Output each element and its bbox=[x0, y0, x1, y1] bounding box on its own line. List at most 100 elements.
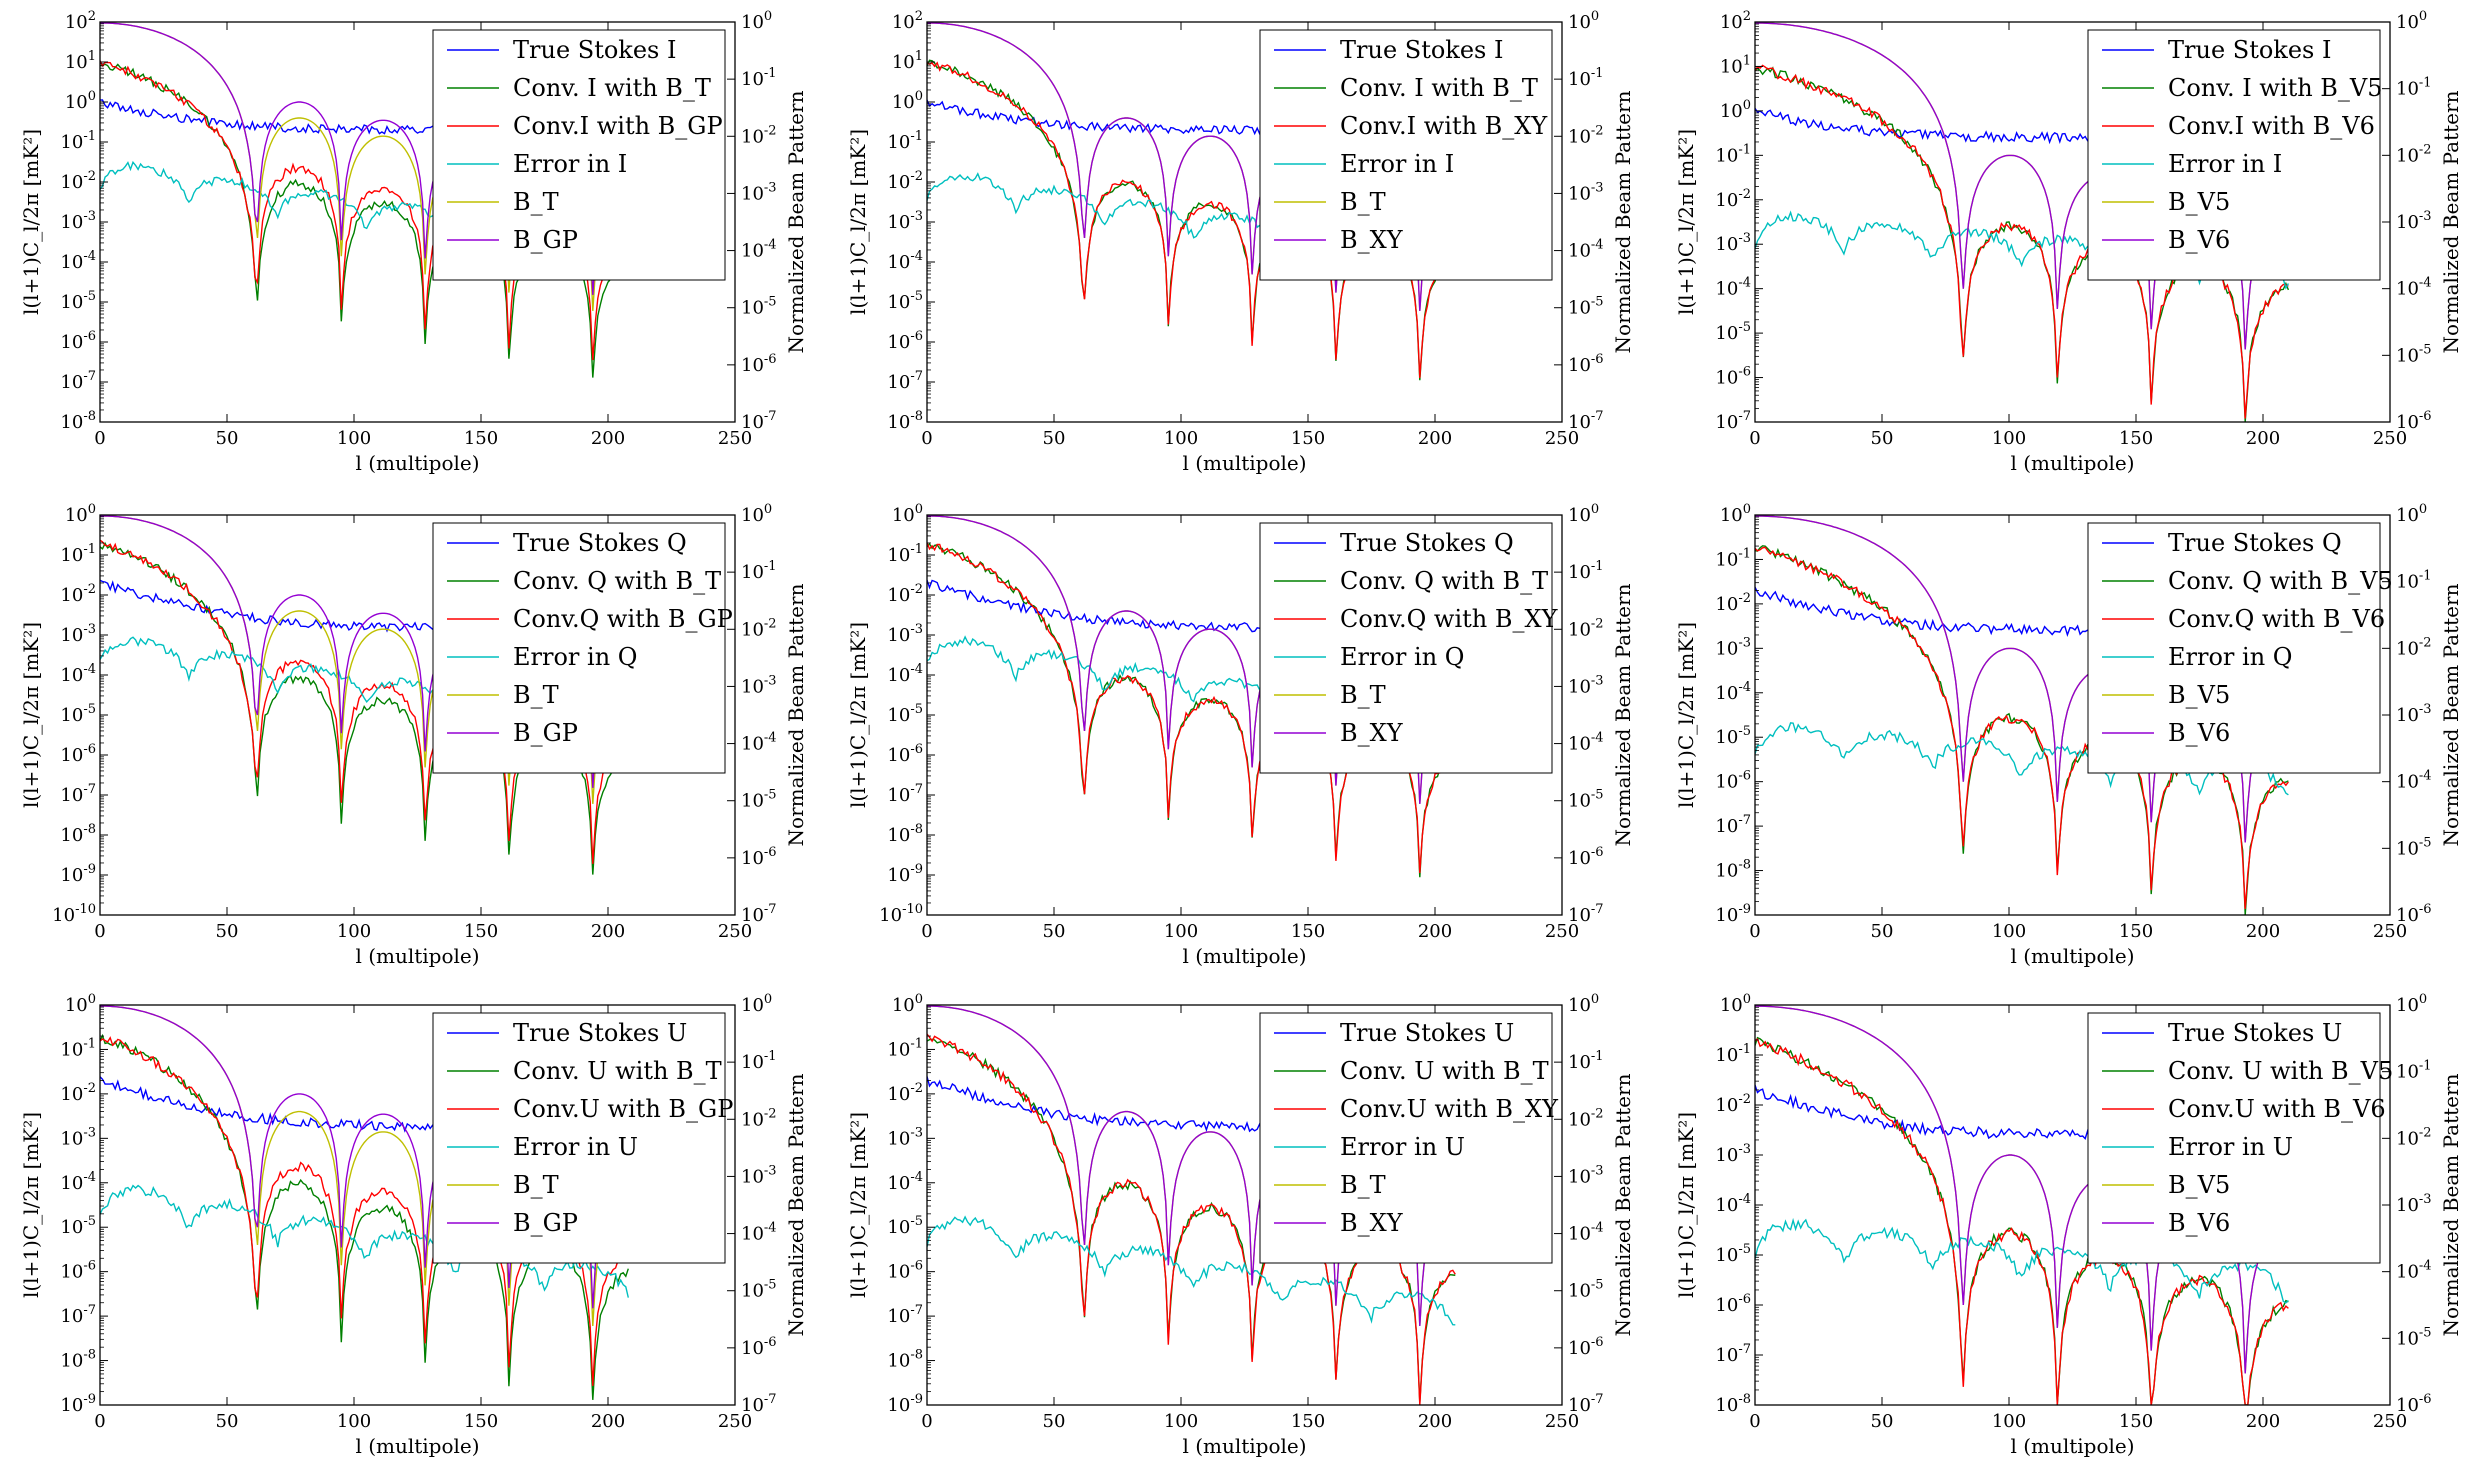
y-tick-label: 10-7 bbox=[60, 1303, 96, 1327]
x-tick-label: 150 bbox=[2119, 1411, 2153, 1432]
chart-panel-p20: 0 50 100 150 200 250 10-9 10-8 10-7 10-6 10-5 10-4 1… bbox=[19, 992, 808, 1458]
x-tick-label: 200 bbox=[591, 1411, 625, 1432]
x-tick-label: 150 bbox=[1291, 428, 1325, 449]
x-tick-label: 50 bbox=[1871, 1411, 1894, 1432]
x-tick-label: 250 bbox=[2373, 428, 2407, 449]
error-line bbox=[927, 1215, 1456, 1326]
y-tick-label: 10-8 bbox=[60, 1348, 96, 1372]
y-tick-label: 100 bbox=[65, 502, 96, 526]
legend: True Stokes U Conv. U with B_V5 Conv.U wit… bbox=[2087, 1012, 2393, 1264]
x-axis-label: l (multipole) bbox=[1182, 944, 1306, 968]
y-axis-label: l(l+1)C_l/2π [mK²] bbox=[19, 1112, 43, 1298]
y2-tick-label: 10-2 bbox=[2396, 635, 2432, 659]
legend-entry: Conv.I with B_XY bbox=[1340, 112, 1548, 140]
y2-tick-label: 10-4 bbox=[2396, 769, 2432, 793]
legend-entry: B_GP bbox=[513, 1209, 578, 1237]
y-tick-label: 10-2 bbox=[1715, 187, 1751, 211]
legend-entry: B_GP bbox=[513, 226, 578, 254]
y-tick-label: 10-8 bbox=[1715, 858, 1751, 882]
y2-tick-label: 10-4 bbox=[1568, 1221, 1604, 1245]
y2-tick-label: 10-1 bbox=[1568, 559, 1604, 583]
y2-tick-label: 10-6 bbox=[2396, 1392, 2432, 1416]
y2-tick-label: 10-3 bbox=[2396, 1192, 2432, 1216]
y2-tick-label: 10-1 bbox=[1568, 1049, 1604, 1073]
x-tick-label: 250 bbox=[1545, 1411, 1579, 1432]
legend-entry: B_T bbox=[513, 188, 559, 216]
plot-frame bbox=[926, 1004, 1563, 1406]
legend-entry: Conv. I with B_V5 bbox=[2168, 74, 2383, 102]
x-axis-label: l (multipole) bbox=[1182, 1434, 1306, 1458]
x-tick-label: 50 bbox=[1043, 1411, 1066, 1432]
legend: True Stokes I Conv. I with B_V5 Conv.I wit… bbox=[2087, 29, 2383, 281]
y-tick-label: 10-5 bbox=[887, 1214, 923, 1238]
y2-tick-label: 100 bbox=[1568, 9, 1599, 33]
legend-entry: B_T bbox=[513, 1171, 559, 1199]
legend-entry: Conv. Q with B_V5 bbox=[2168, 567, 2393, 595]
y-tick-label: 10-4 bbox=[887, 249, 923, 273]
y-axis-label: l(l+1)C_l/2π [mK²] bbox=[846, 622, 870, 808]
y-tick-label: 10-9 bbox=[887, 862, 923, 886]
x-tick-label: 150 bbox=[464, 428, 498, 449]
y2-tick-label: 10-5 bbox=[741, 788, 777, 812]
y2-tick-label: 10-3 bbox=[741, 1163, 777, 1187]
y2-tick-label: 100 bbox=[741, 992, 772, 1016]
y-tick-label: 102 bbox=[1720, 9, 1751, 33]
y-tick-label: 10-2 bbox=[60, 169, 96, 193]
y2-tick-label: 10-1 bbox=[2396, 1059, 2432, 1083]
legend-entry: True Stokes I bbox=[1340, 36, 1503, 64]
y-axis-label: l(l+1)C_l/2π [mK²] bbox=[1674, 129, 1698, 315]
x-tick-label: 250 bbox=[2373, 1411, 2407, 1432]
y2-tick-label: 100 bbox=[1568, 992, 1599, 1016]
y-tick-label: 100 bbox=[892, 502, 923, 526]
y-tick-label: 101 bbox=[1720, 53, 1751, 77]
x-tick-label: 50 bbox=[1871, 921, 1894, 942]
legend-entry: True Stokes U bbox=[2168, 1019, 2342, 1047]
x-axis-label: l (multipole) bbox=[1182, 451, 1306, 475]
y-tick-label: 10-5 bbox=[60, 702, 96, 726]
y2-axis-label: Normalized Beam Pattern bbox=[784, 583, 808, 846]
y2-axis-label: Normalized Beam Pattern bbox=[2439, 583, 2463, 846]
legend-entry: Conv.Q with B_XY bbox=[1340, 605, 1559, 633]
legend-entry: B_T bbox=[513, 681, 559, 709]
y2-axis-label: Normalized Beam Pattern bbox=[784, 1073, 808, 1336]
y-tick-label: 10-1 bbox=[60, 1036, 96, 1060]
legend-entry: B_XY bbox=[1340, 1209, 1404, 1237]
x-tick-label: 100 bbox=[337, 1411, 371, 1432]
legend-entry: True Stokes Q bbox=[1340, 529, 1514, 557]
chart-panel-p00: 0 50 100 150 200 250 10-8 10-7 10-6 10-5 10-4 10-3 1… bbox=[19, 9, 808, 475]
y-tick-label: 10-2 bbox=[887, 582, 923, 606]
y2-tick-label: 10-4 bbox=[741, 1221, 777, 1245]
x-tick-label: 100 bbox=[1164, 428, 1198, 449]
y-tick-label: 10-6 bbox=[1715, 365, 1751, 389]
legend-entry: Conv.Q with B_GP bbox=[513, 605, 733, 633]
y-tick-label: 10-7 bbox=[887, 1303, 923, 1327]
y2-tick-label: 10-3 bbox=[741, 180, 777, 204]
y-tick-label: 100 bbox=[65, 992, 96, 1016]
legend-entry: Conv.U with B_V6 bbox=[2168, 1095, 2386, 1123]
x-tick-label: 100 bbox=[1164, 1411, 1198, 1432]
y-tick-label: 10-1 bbox=[887, 1036, 923, 1060]
y-tick-label: 10-6 bbox=[60, 329, 96, 353]
x-tick-label: 100 bbox=[337, 428, 371, 449]
y2-tick-label: 10-5 bbox=[2396, 1325, 2432, 1349]
y2-tick-label: 10-3 bbox=[2396, 702, 2432, 726]
y2-axis-label: Normalized Beam Pattern bbox=[784, 90, 808, 353]
y2-tick-label: 10-4 bbox=[2396, 1259, 2432, 1283]
y-tick-label: 10-6 bbox=[1715, 769, 1751, 793]
legend-entry: True Stokes Q bbox=[513, 529, 687, 557]
y-tick-label: 10-4 bbox=[887, 662, 923, 686]
y-tick-label: 10-3 bbox=[1715, 1142, 1751, 1166]
legend-entry: Conv. U with B_T bbox=[1340, 1057, 1549, 1085]
chart-panel-p10: 0 50 100 150 200 250 10-10 10-9 10-8 10-7 10-6 10-5… bbox=[19, 502, 808, 968]
legend-entry: B_T bbox=[1340, 681, 1386, 709]
y2-tick-label: 10-2 bbox=[2396, 1125, 2432, 1149]
y-axis-label: l(l+1)C_l/2π [mK²] bbox=[846, 129, 870, 315]
y2-axis-label: Normalized Beam Pattern bbox=[1611, 1073, 1635, 1336]
y-tick-label: 10-7 bbox=[60, 782, 96, 806]
y-tick-label: 10-8 bbox=[60, 822, 96, 846]
y2-tick-label: 10-7 bbox=[741, 1392, 777, 1416]
y-tick-label: 10-8 bbox=[887, 409, 923, 433]
legend-entry: Conv. Q with B_T bbox=[1340, 567, 1548, 595]
y2-tick-label: 10-6 bbox=[2396, 902, 2432, 926]
